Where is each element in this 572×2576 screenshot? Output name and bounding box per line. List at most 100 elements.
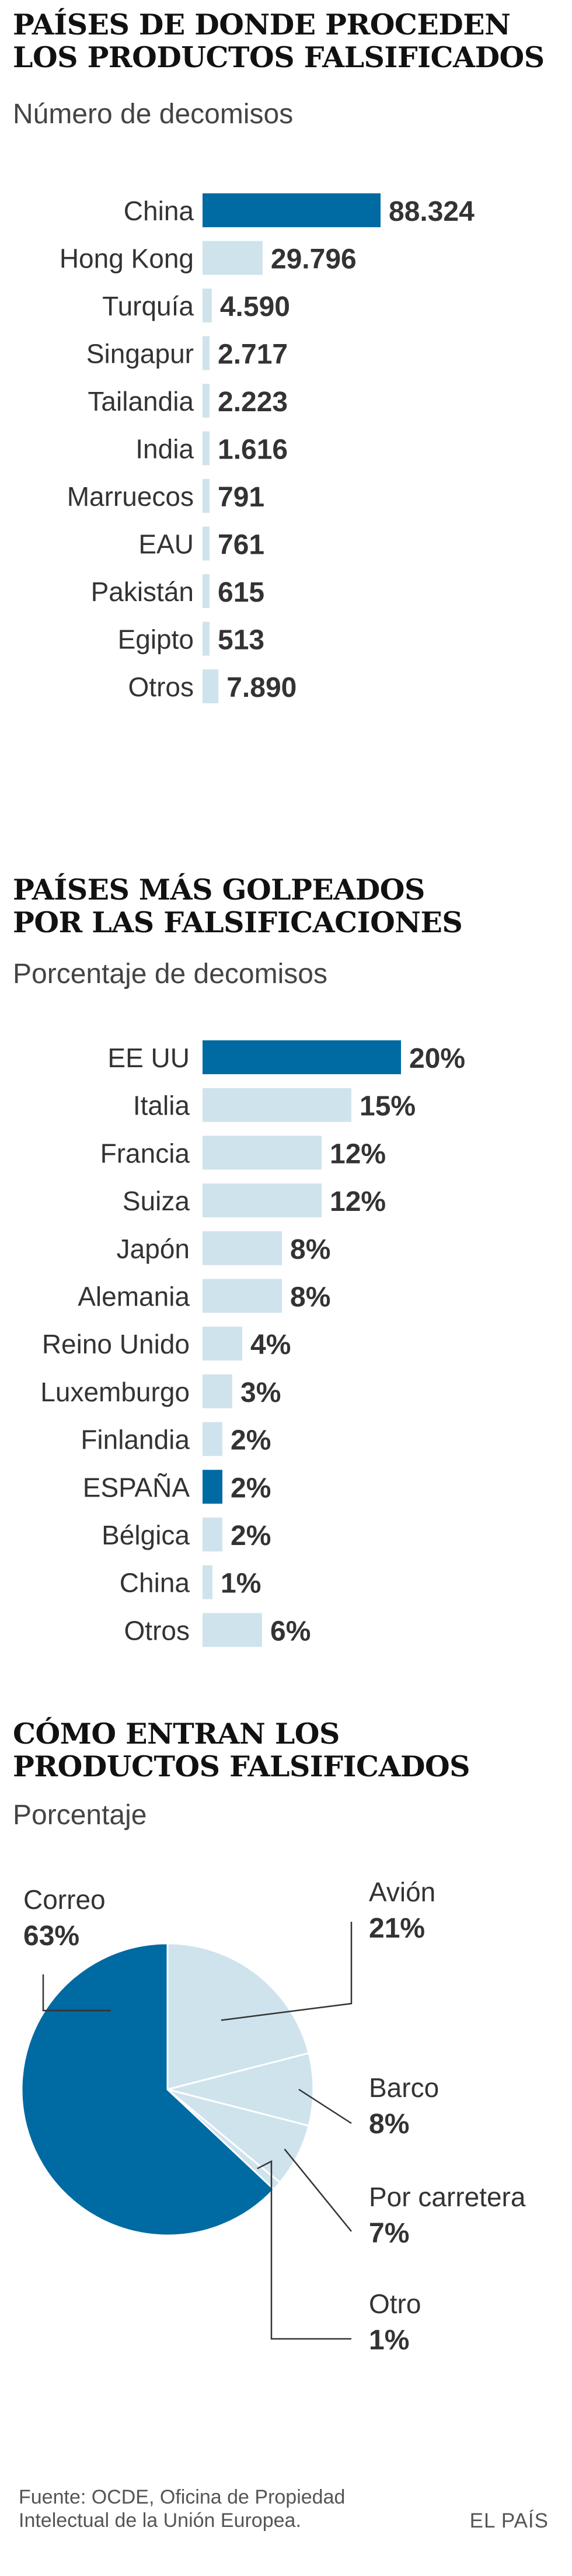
chart2-value-francia: 12% [330, 1138, 386, 1169]
chart2-value-luxemburgo: 3% [240, 1377, 281, 1408]
chart2-category-ee-uu: EE UU [107, 1043, 190, 1073]
chart2-value-ee-uu: 20% [409, 1043, 465, 1074]
pie-leader-correo [42, 1974, 111, 2012]
chart2-category-francia: Francia [100, 1138, 190, 1168]
chart2-bar-alemania [203, 1279, 282, 1313]
chart1-bar-china [203, 193, 381, 227]
chart1-category-otros: Otros [128, 672, 194, 702]
chart2-value-japon: 8% [290, 1234, 330, 1265]
chart3-subtitle: Porcentaje [13, 1800, 147, 1831]
chart1-value-hong-kong: 29.796 [271, 244, 357, 275]
pie-slice-avion [166, 1942, 310, 2091]
chart1-value-eau: 761 [218, 530, 264, 561]
pie-leader-otro [257, 2160, 351, 2340]
pie-slice-correo [20, 1942, 275, 2237]
chart2-bars-svg: EE UU 20% Italia 15% Francia 12% Suiza 12% Japón… [40, 1040, 465, 1647]
chart2-bar-china [203, 1565, 212, 1599]
chart2-title-line-2: POR LAS FALSIFICACIONES [13, 905, 463, 939]
chart2-category-suiza: Suiza [123, 1186, 190, 1216]
chart3-title: CÓMO ENTRAN LOS PRODUCTOS FALSIFICADOS [13, 1717, 470, 1783]
pie-slice-barco [167, 2052, 315, 2127]
source-line-1: Fuente: OCDE, Oficina de Propiedad [19, 2486, 346, 2508]
chart2-value-reino-unido: 4% [250, 1329, 291, 1360]
pie-value-correo: 63% [23, 1921, 79, 1952]
pie-label-avion: Avión [369, 1877, 435, 1907]
chart2-value-china: 1% [221, 1568, 261, 1599]
chart2-subtitle: Porcentaje de decomisos [13, 959, 327, 990]
chart1-title-line-1: PAÍSES DE DONDE PROCEDEN [13, 8, 511, 41]
chart1-bar-singapur [203, 336, 210, 370]
chart2-bar-espana [203, 1470, 222, 1504]
chart1-bar-marruecos [203, 479, 210, 513]
chart2-title-line-1: PAÍSES MÁS GOLPEADOS [13, 873, 425, 907]
chart2-category-luxemburgo: Luxemburgo [40, 1377, 190, 1407]
chart2-value-finlandia: 2% [231, 1425, 271, 1456]
pie-value-por-carretera: 7% [369, 2218, 409, 2249]
chart2-value-otros: 6% [270, 1616, 311, 1647]
chart3-pie-svg: Avión 21% Barco 8% Por carretera 7% Otro 1% Corr… [20, 1877, 526, 2356]
chart1-category-eau: EAU [138, 529, 194, 560]
pie-leader-barco [298, 2088, 352, 2124]
pie-leader-avion [221, 1922, 353, 2021]
chart1-bar-pakistan [203, 574, 210, 608]
pie-slice-por-carretera [167, 2088, 310, 2184]
chart2-category-belgica: Bélgica [102, 1520, 190, 1550]
chart2-category-alemania: Alemania [78, 1282, 190, 1312]
chart1-value-india: 1.616 [218, 435, 288, 466]
chart2-value-alemania: 8% [290, 1282, 330, 1313]
chart1-bar-egipto [203, 622, 210, 656]
chart1-value-singapur: 2.717 [218, 339, 288, 370]
brand-logo: EL PAÍS [469, 2509, 549, 2532]
chart1-value-pakistan: 615 [218, 577, 264, 608]
pie-label-correo: Correo [23, 1884, 106, 1915]
chart1-category-pakistan: Pakistán [91, 577, 194, 607]
chart2-bar-otros [203, 1613, 262, 1647]
pie-leader-por-carretera [284, 2148, 352, 2232]
chart2-bar-japon [203, 1231, 282, 1265]
chart1-value-otros: 7.890 [226, 672, 297, 703]
chart1-category-hong-kong: Hong Kong [60, 244, 194, 274]
source-line-2: Intelectual de la Unión Europea. [19, 2509, 301, 2532]
pie-value-barco: 8% [369, 2109, 409, 2140]
chart1-value-marruecos: 791 [218, 482, 264, 513]
source-note: Fuente: OCDE, Oficina de Propiedad Intel… [19, 2485, 427, 2532]
chart1-category-china: China [124, 196, 194, 226]
chart3-title-line-2: PRODUCTOS FALSIFICADOS [13, 1749, 470, 1783]
chart2-bar-reino-unido [203, 1327, 242, 1361]
chart1-title: PAÍSES DE DONDE PROCEDEN LOS PRODUCTOS F… [13, 8, 545, 74]
chart2-bar-finlandia [203, 1422, 222, 1456]
pie-value-otro: 1% [369, 2325, 409, 2356]
chart1-category-marruecos: Marruecos [67, 481, 194, 512]
chart1-bar-india [203, 431, 210, 466]
chart1-value-tailandia: 2.223 [218, 387, 288, 418]
chart1-category-tailandia: Tailandia [88, 386, 194, 416]
chart2-bar-ee-uu [203, 1040, 401, 1074]
chart1-category-india: India [135, 434, 194, 464]
chart1-category-turquia: Turquía [102, 291, 194, 321]
pie-label-otro: Otro [369, 2289, 421, 2319]
chart2-category-japon: Japón [117, 1234, 190, 1264]
chart1-bar-otros [203, 669, 219, 703]
chart1-value-china: 88.324 [389, 196, 475, 227]
chart3-title-line-1: CÓMO ENTRAN LOS [13, 1717, 340, 1751]
chart2-category-italia: Italia [133, 1091, 190, 1121]
chart1-value-turquia: 4.590 [220, 291, 290, 322]
chart2-value-belgica: 2% [231, 1520, 271, 1551]
chart1-bar-eau [203, 526, 210, 561]
chart1-value-egipto: 513 [218, 625, 264, 656]
chart2-bar-belgica [203, 1518, 222, 1551]
chart2-bar-suiza [203, 1183, 322, 1218]
chart2-bar-francia [203, 1136, 322, 1170]
pie-value-avion: 21% [369, 1913, 425, 1944]
chart2-category-espana: ESPAÑA [83, 1472, 190, 1502]
chart2-value-suiza: 12% [330, 1186, 386, 1217]
chart2-bar-italia [203, 1088, 351, 1122]
pie-label-por-carretera: Por carretera [369, 2182, 526, 2212]
chart1-category-egipto: Egipto [118, 624, 194, 655]
chart2-value-italia: 15% [360, 1091, 416, 1122]
chart2-category-china: China [120, 1568, 190, 1598]
chart2-category-finlandia: Finlandia [81, 1425, 190, 1455]
chart1-title-line-2: LOS PRODUCTOS FALSIFICADOS [13, 40, 545, 74]
chart2-category-otros: Otros [124, 1615, 190, 1645]
chart2-value-espana: 2% [231, 1473, 271, 1504]
